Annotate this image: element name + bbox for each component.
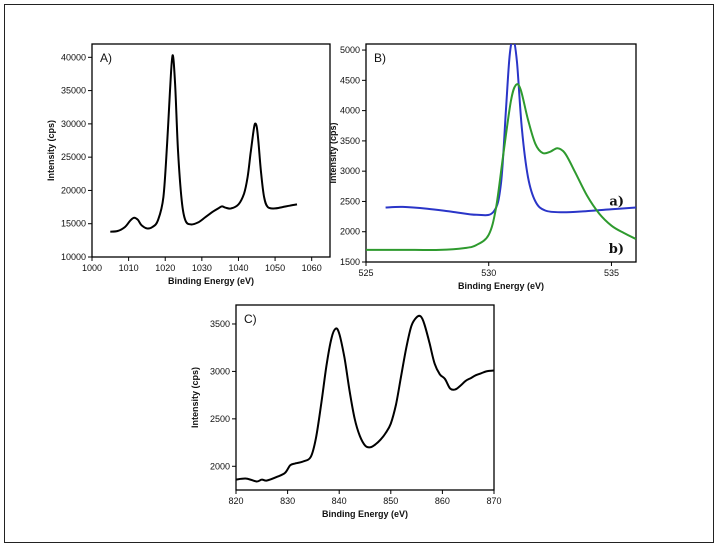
series-line-2 bbox=[366, 83, 636, 252]
plot-frame bbox=[365, 43, 637, 263]
x-tick-label: 1030 bbox=[192, 263, 212, 273]
x-axis-title: Binding Energy (eV) bbox=[458, 281, 544, 291]
y-axis-title: Intensity (cps) bbox=[328, 122, 338, 183]
x-tick-label: 860 bbox=[435, 496, 450, 506]
y-tick-label: 3500 bbox=[210, 319, 230, 329]
x-tick-label: 1040 bbox=[228, 263, 248, 273]
y-tick-label: 5000 bbox=[340, 45, 360, 55]
y-tick-label: 20000 bbox=[61, 185, 86, 195]
x-tick-label: 525 bbox=[358, 268, 373, 278]
x-tick-label: 530 bbox=[481, 268, 496, 278]
x-tick-label: 830 bbox=[280, 496, 295, 506]
y-tick-label: 2000 bbox=[340, 227, 360, 237]
panel-label: C) bbox=[244, 312, 257, 326]
x-tick-label: 535 bbox=[604, 268, 619, 278]
plot-frame bbox=[235, 304, 495, 491]
y-tick-label: 15000 bbox=[61, 219, 86, 229]
x-tick-label: 820 bbox=[228, 496, 243, 506]
x-tick-label: 1000 bbox=[82, 263, 102, 273]
y-tick-label: 3500 bbox=[340, 136, 360, 146]
y-tick-label: 4000 bbox=[340, 106, 360, 116]
x-tick-label: 1050 bbox=[265, 263, 285, 273]
series-label-1: a) bbox=[609, 194, 624, 209]
panel-c: 820 830 840 850 860 870 2000 2500 3000 3500 Bindin… bbox=[190, 304, 502, 519]
x-tick-label: 1010 bbox=[119, 263, 139, 273]
plot-frame bbox=[91, 43, 331, 258]
panel-label: A) bbox=[100, 51, 112, 65]
y-tick-label: 3000 bbox=[340, 166, 360, 176]
x-tick-label: 1020 bbox=[155, 263, 175, 273]
y-tick-label: 1500 bbox=[340, 257, 360, 267]
y-tick-label: 2500 bbox=[210, 414, 230, 424]
x-tick-label: 870 bbox=[486, 496, 501, 506]
y-axis-title: Intensity (cps) bbox=[46, 120, 56, 181]
x-axis-title: Binding Energy (eV) bbox=[322, 509, 408, 519]
y-tick-label: 4500 bbox=[340, 75, 360, 85]
x-tick-label: 840 bbox=[332, 496, 347, 506]
y-tick-label: 2500 bbox=[340, 196, 360, 206]
y-tick-label: 25000 bbox=[61, 152, 86, 162]
series-label-2: b) bbox=[609, 242, 624, 257]
y-tick-label: 10000 bbox=[61, 252, 86, 262]
series-line-1 bbox=[110, 54, 298, 233]
y-tick-label: 35000 bbox=[61, 86, 86, 96]
series-line-1 bbox=[385, 44, 636, 217]
x-axis-title: Binding Energy (eV) bbox=[168, 276, 254, 286]
y-tick-label: 30000 bbox=[61, 119, 86, 129]
panel-b: 525 530 535 1500 2000 2500 3000 3500 4000 4500 500… bbox=[328, 43, 637, 291]
panel-label: B) bbox=[374, 51, 386, 65]
figure-frame bbox=[4, 4, 714, 543]
panel-a: 1000 1010 1020 1030 1040 1050 1060 10000 15000 20… bbox=[46, 43, 331, 286]
y-tick-label: 3000 bbox=[210, 366, 230, 376]
y-tick-label: 40000 bbox=[61, 52, 86, 62]
x-tick-label: 1060 bbox=[302, 263, 322, 273]
y-tick-label: 2000 bbox=[210, 461, 230, 471]
series-line-1 bbox=[236, 314, 494, 483]
y-axis-title: Intensity (cps) bbox=[190, 367, 200, 428]
x-tick-label: 850 bbox=[383, 496, 398, 506]
